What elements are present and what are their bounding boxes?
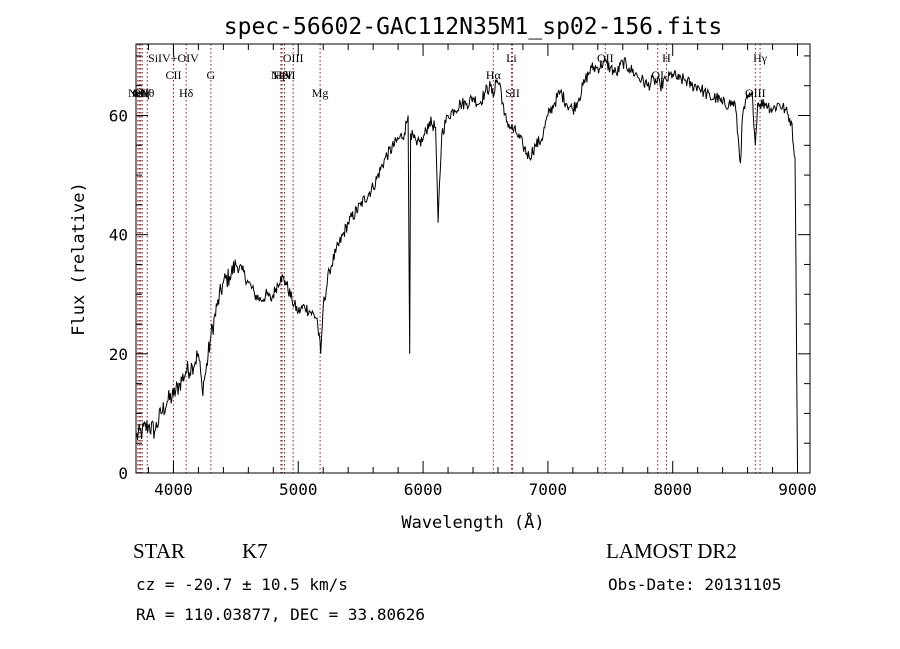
- line-marker-label: Hη: [135, 86, 150, 100]
- y-tick-label: 40: [109, 226, 128, 245]
- line-marker-label: Hθ: [140, 86, 155, 100]
- line-marker-label: CII: [165, 68, 181, 82]
- line-marker-label: H: [662, 51, 671, 65]
- x-tick-label: 9000: [778, 480, 817, 499]
- chart-title: spec-56602-GAC112N35M1_sp02-156.fits: [224, 14, 723, 40]
- line-marker-label: Li: [506, 51, 517, 65]
- y-tick-label: 0: [118, 464, 128, 483]
- line-marker-label: Hδ: [179, 86, 194, 100]
- line-marker-label: OIII: [745, 86, 766, 100]
- x-tick-label: 6000: [404, 480, 443, 499]
- line-marker-label: OII: [597, 51, 614, 65]
- obs-date: Obs-Date: 20131105: [608, 575, 781, 594]
- y-tick-label: 20: [109, 345, 128, 364]
- line-marker-label: NeV: [271, 68, 294, 82]
- axis-ticks: 4000 5000 6000 7000 8000 9000 0 20 40 60: [109, 44, 817, 499]
- survey-name: LAMOST DR2: [606, 539, 737, 563]
- x-axis-label: Wavelength (Å): [401, 511, 544, 533]
- line-marker-label: Mg: [312, 86, 329, 100]
- x-tick-label: 8000: [653, 480, 692, 499]
- line-marker-label: G: [207, 68, 216, 82]
- x-tick-label: 4000: [154, 480, 193, 499]
- y-axis-label: Flux (relative): [69, 182, 89, 336]
- plot-frame: [135, 43, 811, 474]
- line-marker-label: OII: [132, 86, 149, 100]
- x-tick-label: 7000: [529, 480, 568, 499]
- ra-dec: RA = 110.03877, DEC = 33.80626: [136, 605, 425, 624]
- line-marker-label: HeII: [274, 68, 296, 82]
- redshift-cz: cz = -20.7 ± 10.5 km/s: [136, 575, 348, 594]
- star-subclass: K7: [242, 539, 268, 563]
- line-marker-label: OI: [651, 68, 664, 82]
- line-marker-label: Hβ: [274, 68, 289, 82]
- star-class: STAR: [133, 539, 185, 563]
- spectrum-line: [135, 56, 798, 468]
- x-tick-label: 5000: [279, 480, 318, 499]
- line-marker-label: Hα: [486, 68, 502, 82]
- line-marker-label: SII: [505, 86, 520, 100]
- line-marker-label: Hγ: [753, 51, 768, 65]
- line-marker-label: NeV: [128, 86, 151, 100]
- y-tick-label: 60: [109, 107, 128, 126]
- line-marker-label: OIII: [283, 51, 304, 65]
